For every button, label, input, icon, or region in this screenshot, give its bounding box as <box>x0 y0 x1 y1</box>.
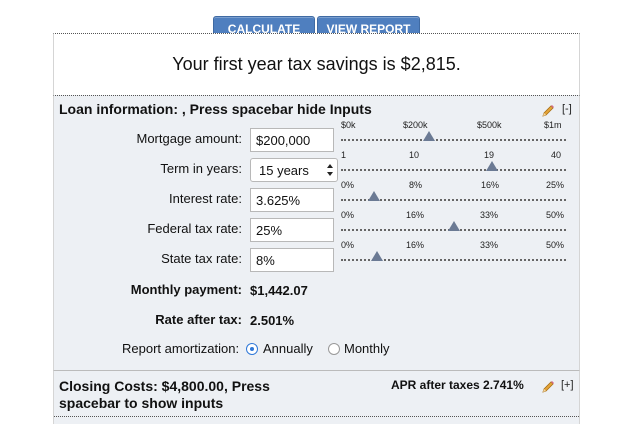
slider-tick-label: 16% <box>406 210 425 220</box>
loan-information-header[interactable]: Loan information: , Press spacebar hide … <box>59 101 372 117</box>
report-amortization-label: Report amortization: <box>122 341 240 356</box>
pencil-icon[interactable] <box>540 379 556 395</box>
term-years-value: 15 years <box>259 163 309 178</box>
rate-after-tax-label: Rate after tax: <box>155 312 242 327</box>
monthly-payment-value: $1,442.07 <box>250 283 308 298</box>
slider-tick-label: 1 <box>341 150 347 160</box>
slider-track <box>341 259 566 261</box>
slider-tick-label: 8% <box>409 180 423 190</box>
slider-tick-label: 40 <box>551 150 562 160</box>
slider-tick-label: $500k <box>477 120 502 130</box>
slider-track <box>341 139 566 141</box>
savings-panel: Your first year tax savings is $2,815. <box>53 33 580 96</box>
annually-option-label[interactable]: Annually <box>263 341 313 356</box>
slider-tick-label: 16% <box>481 180 500 190</box>
slider-tick-label: 33% <box>480 210 499 220</box>
state-tax-rate-input[interactable]: 8% <box>250 248 334 272</box>
slider-track <box>341 169 566 171</box>
annually-radio[interactable] <box>246 343 258 355</box>
slider-tick-label: 0% <box>341 210 355 220</box>
slider-tick-label: 16% <box>406 240 425 250</box>
monthly-radio[interactable] <box>328 343 340 355</box>
slider-tick-label: 25% <box>546 180 565 190</box>
term-years-select[interactable]: 15 years <box>250 158 338 182</box>
slider-tick-label: $1m <box>544 120 562 130</box>
apr-after-taxes: APR after taxes 2.741% <box>391 378 524 392</box>
collapse-toggle[interactable]: [-] <box>562 103 572 115</box>
pencil-icon[interactable] <box>540 103 556 119</box>
federal-tax-rate-label: Federal tax rate: <box>147 221 242 236</box>
slider-track <box>341 199 566 201</box>
state-tax-rate-label: State tax rate: <box>161 251 242 266</box>
closing-costs-panel: Closing Costs: $4,800.00, Press spacebar… <box>53 370 580 424</box>
slider-tick-label: 50% <box>546 240 565 250</box>
slider-tick-label: 19 <box>484 150 495 160</box>
slider-thumb[interactable] <box>371 251 383 261</box>
select-arrows-icon <box>326 163 334 180</box>
monthly-payment-label: Monthly payment: <box>130 282 242 297</box>
tax-savings-text: Your first year tax savings is $2,815. <box>172 54 461 74</box>
slider-tick-label: 0% <box>341 180 355 190</box>
slider-thumb[interactable] <box>447 221 460 231</box>
loan-information-panel: Loan information: , Press spacebar hide … <box>53 95 580 371</box>
interest-rate-label: Interest rate: <box>169 191 242 206</box>
slider-tick-label: 10 <box>409 150 420 160</box>
mortgage-amount-label: Mortgage amount: <box>136 131 242 146</box>
mortgage-amount-input[interactable]: $200,000 <box>250 128 334 152</box>
term-years-label: Term in years: <box>160 161 242 176</box>
rate-after-tax-value: 2.501% <box>250 313 295 328</box>
slider-tick-label: 50% <box>546 210 565 220</box>
closing-costs-header[interactable]: Closing Costs: $4,800.00, Press spacebar… <box>59 378 270 411</box>
mortgage-slider[interactable]: $0k $200k $500k $1m <box>341 120 566 150</box>
expand-toggle[interactable]: [+] <box>561 379 574 391</box>
interest-rate-input[interactable]: 3.625% <box>250 188 334 212</box>
slider-thumb[interactable] <box>367 191 380 201</box>
slider-tick-label: 33% <box>480 240 499 250</box>
federal-tax-rate-input[interactable]: 25% <box>250 218 334 242</box>
interest-rate-slider[interactable]: 0% 8% 16% 25% <box>341 180 566 210</box>
term-slider[interactable]: 1 10 19 40 <box>341 150 566 180</box>
divider <box>54 416 579 417</box>
monthly-option-label[interactable]: Monthly <box>344 341 390 356</box>
federal-tax-slider[interactable]: 0% 16% 33% 50% <box>341 210 566 240</box>
slider-tick-label: $200k <box>403 120 428 130</box>
state-tax-slider[interactable]: 0% 16% 33% 50% <box>341 240 566 270</box>
slider-thumb[interactable] <box>485 161 498 171</box>
slider-thumb[interactable] <box>422 131 435 141</box>
slider-tick-label: 0% <box>341 240 355 250</box>
slider-tick-label: $0k <box>341 120 356 130</box>
